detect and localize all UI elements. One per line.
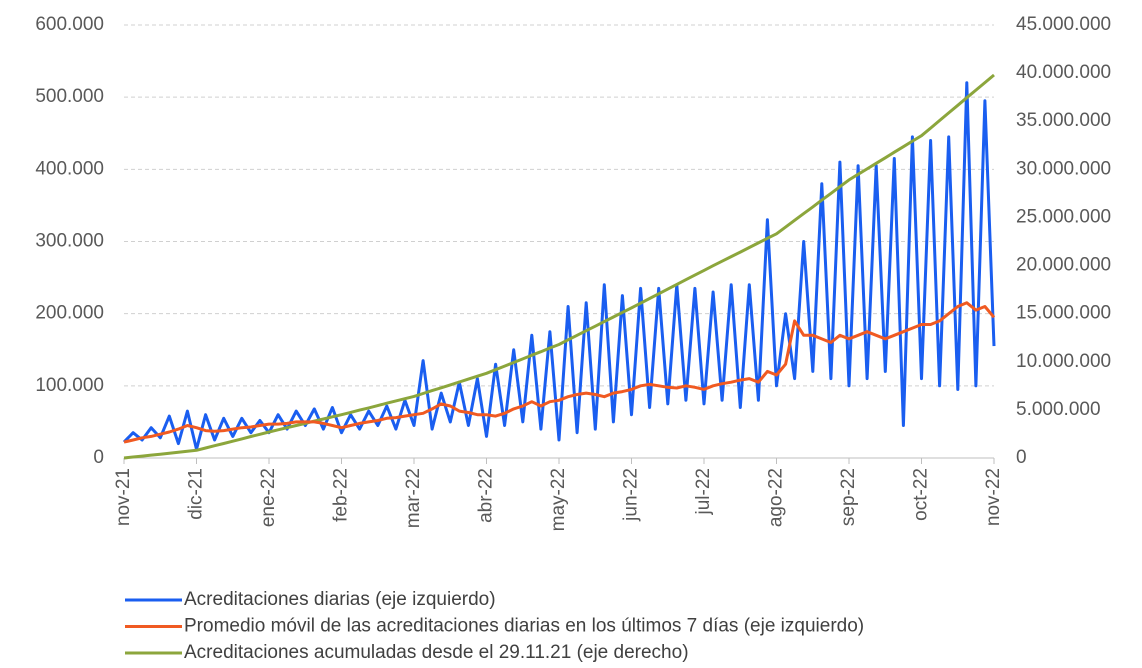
legend: Acreditaciones diarias (eje izquierdo) Pr… xyxy=(125,589,864,663)
y2-tick-label: 30.000.000 xyxy=(1016,158,1111,179)
x-tick-label: oct-22 xyxy=(911,468,932,521)
y-tick-label: 100.000 xyxy=(35,375,104,396)
x-tick-label: abr-22 xyxy=(476,468,497,523)
legend-label: Promedio móvil de las acreditaciones dia… xyxy=(184,616,864,637)
y2-tick-label: 5.000.000 xyxy=(1016,399,1101,420)
y2-tick-label: 10.000.000 xyxy=(1016,351,1111,372)
y2-tick-label: 25.000.000 xyxy=(1016,206,1111,227)
x-tick-label: ene-22 xyxy=(258,468,279,527)
legend-label: Acreditaciones diarias (eje izquierdo) xyxy=(184,589,496,610)
x-tick-label: ago-22 xyxy=(766,468,787,527)
x-tick-label: jun-22 xyxy=(621,468,642,522)
x-tick-label: mar-22 xyxy=(403,468,424,528)
y-tick-label: 200.000 xyxy=(35,303,104,324)
y-tick-label: 600.000 xyxy=(35,14,104,35)
y2-tick-label: 35.000.000 xyxy=(1016,110,1111,131)
x-tick-label: dic-21 xyxy=(186,468,207,520)
x-tick-label: feb-22 xyxy=(331,468,352,522)
series-line xyxy=(123,301,996,444)
x-tick-label: nov-21 xyxy=(113,468,134,526)
y2-tick-label: 45.000.000 xyxy=(1016,14,1111,35)
series-line xyxy=(122,81,996,451)
x-tick-label: nov-22 xyxy=(983,468,1004,526)
x-tick-label: jul-22 xyxy=(693,468,714,515)
series-line xyxy=(123,73,995,460)
y-tick-label: 500.000 xyxy=(35,86,104,107)
legend-label: Acreditaciones acumuladas desde el 29.11… xyxy=(184,642,689,663)
y2-tick-label: 0 xyxy=(1016,447,1027,468)
x-tick-label: sep-22 xyxy=(838,468,859,526)
y2-tick-label: 20.000.000 xyxy=(1016,255,1111,276)
y-tick-label: 400.000 xyxy=(35,158,104,179)
y-tick-label: 0 xyxy=(93,447,104,468)
y2-tick-label: 40.000.000 xyxy=(1016,62,1111,83)
x-tick-label: may-22 xyxy=(548,468,569,531)
y-tick-label: 300.000 xyxy=(35,231,104,252)
y2-tick-label: 15.000.000 xyxy=(1016,303,1111,324)
